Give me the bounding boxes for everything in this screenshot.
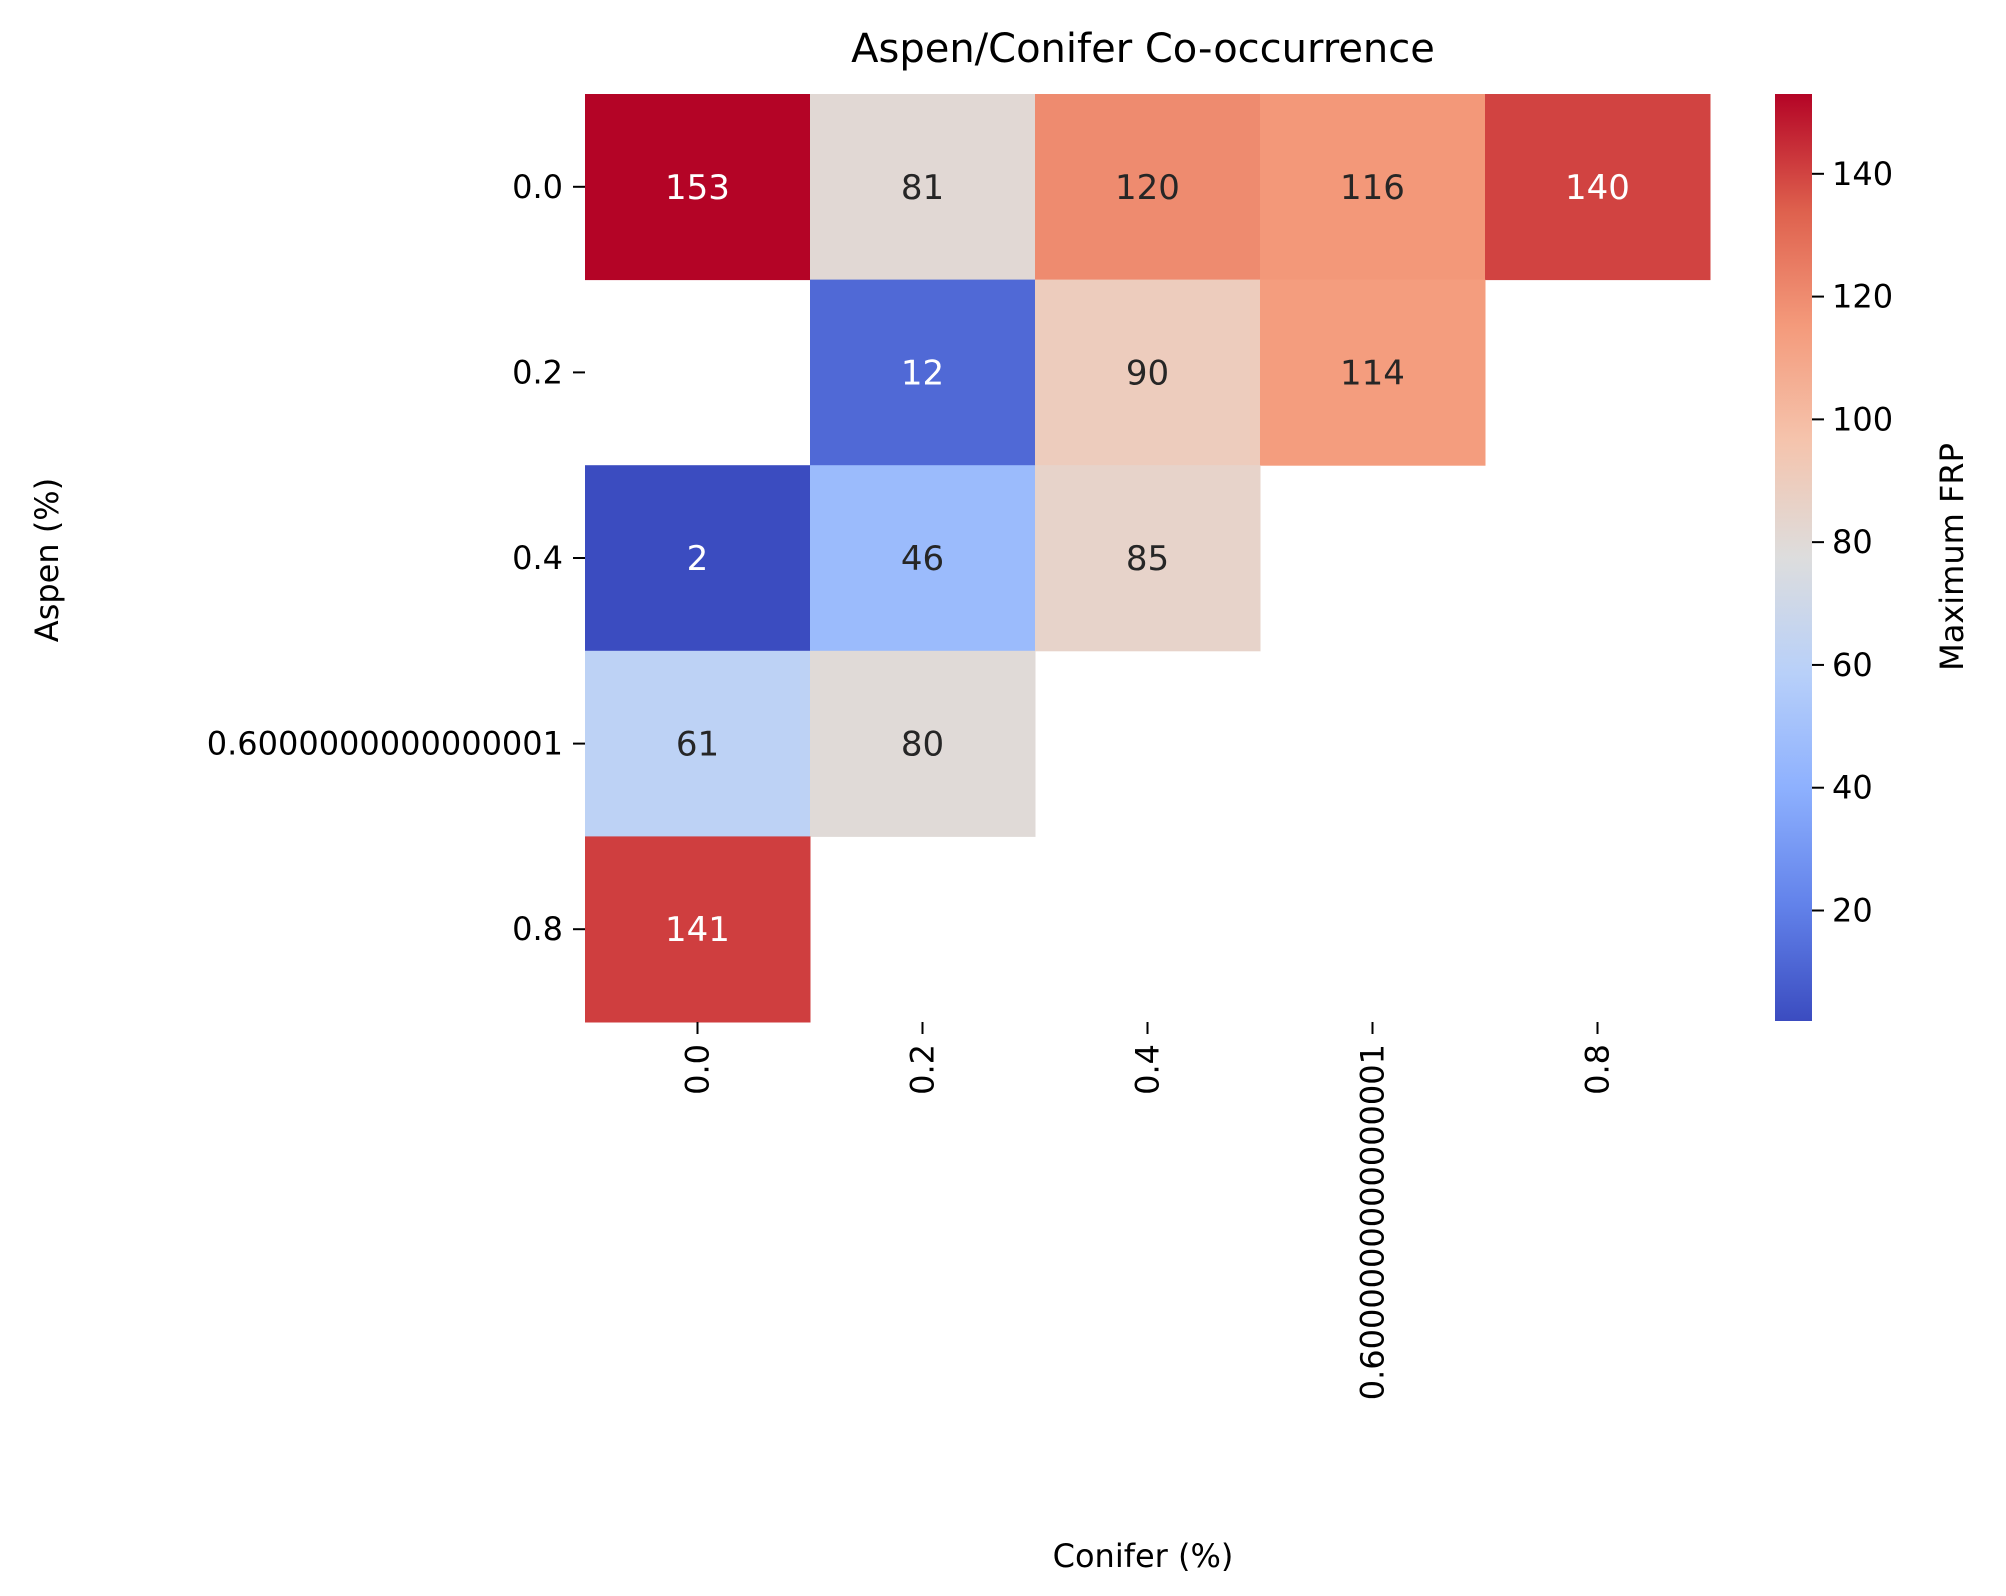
y-tick-label: 0.8 <box>512 910 563 948</box>
heatmap-cell <box>1260 279 1486 466</box>
y-tick-labels: 0.0 0.2 0.4 0.6000000000000001 0.8 <box>207 168 585 948</box>
cell-value-label: 140 <box>1565 168 1630 208</box>
cell-value-label: 153 <box>665 168 730 208</box>
heatmap-cell <box>810 465 1036 652</box>
y-tick-label: 0.2 <box>512 353 563 391</box>
colorbar-tick-label: 120 <box>1832 278 1893 316</box>
colorbar-tick-label: 80 <box>1832 523 1873 561</box>
colorbar-tick-label: 60 <box>1832 646 1873 684</box>
colorbar-tick-label: 140 <box>1832 155 1893 193</box>
cell-value-label: 90 <box>1126 353 1169 393</box>
colorbar-ticks: 20 40 60 80 100 120 140 <box>1812 155 1893 929</box>
colorbar-tick-label: 40 <box>1832 769 1873 807</box>
y-tick-label: 0.4 <box>512 539 563 577</box>
heatmap-cell <box>810 94 1036 281</box>
x-axis-label: Conifer (%) <box>1053 1537 1234 1575</box>
cell-value-label: 12 <box>901 353 944 393</box>
heatmap-cell <box>1035 279 1261 466</box>
x-tick-label: 0.4 <box>1129 1044 1167 1095</box>
heatmap-cells: 153 81 120 116 140 12 90 114 2 46 85 61 80 141 <box>585 94 1711 1023</box>
heatmap-cell <box>585 650 811 837</box>
cell-value-label: 114 <box>1340 353 1405 393</box>
colorbar-label: Maximum FRP <box>1933 443 1971 671</box>
heatmap-cell <box>585 836 811 1023</box>
y-tick-label: 0.6000000000000001 <box>207 725 563 763</box>
heatmap-cell <box>810 279 1036 466</box>
cell-value-label: 46 <box>901 539 944 579</box>
cell-value-label: 85 <box>1126 539 1169 579</box>
cell-value-label: 81 <box>901 168 944 208</box>
heatmap-cell <box>585 94 811 281</box>
x-tick-label: 0.0 <box>679 1044 717 1095</box>
x-tick-labels: 0.0 0.2 0.4 0.6000000000000001 0.8 <box>679 1022 1617 1400</box>
x-tick-label: 0.2 <box>904 1044 942 1095</box>
heatmap-cell <box>1485 94 1711 281</box>
cell-value-label: 61 <box>676 725 719 765</box>
colorbar-tick-label: 100 <box>1832 400 1893 438</box>
colorbar-tick-label: 20 <box>1832 891 1873 929</box>
cell-value-label: 141 <box>665 910 730 950</box>
cell-value-label: 120 <box>1115 168 1180 208</box>
heatmap-cell <box>810 650 1036 837</box>
y-tick-label: 0.0 <box>512 168 563 206</box>
x-tick-label: 0.8 <box>1579 1044 1617 1095</box>
heatmap-cell <box>585 465 811 652</box>
chart-title: Aspen/Conifer Co-occurrence <box>851 26 1435 72</box>
cell-value-label: 116 <box>1340 168 1405 208</box>
x-tick-label: 0.6000000000000001 <box>1354 1044 1392 1400</box>
cell-value-label: 80 <box>901 725 944 765</box>
colorbar <box>1775 94 1812 1021</box>
heatmap-cell <box>1260 94 1486 281</box>
heatmap-cell <box>1035 94 1261 281</box>
heatmap-cell <box>1035 465 1261 652</box>
cell-value-label: 2 <box>687 539 709 579</box>
y-axis-label: Aspen (%) <box>28 478 66 642</box>
